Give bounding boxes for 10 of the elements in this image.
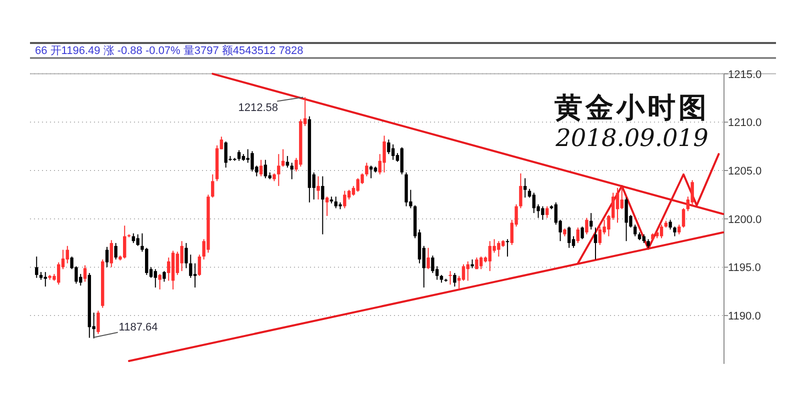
- y-tick-label: 1200.0: [728, 214, 762, 226]
- y-tick-label: 1215.0: [728, 68, 762, 81]
- subtitle: 2018.09.019: [556, 124, 708, 152]
- y-tick-label: 1205.0: [728, 166, 762, 178]
- annotation: 1187.64: [118, 321, 158, 334]
- title: 黄金小时图: [554, 91, 710, 124]
- y-tick-label: 1210.0: [728, 117, 762, 130]
- y-tick-label: 1195.0: [728, 262, 761, 274]
- annotation: 1212.58: [238, 102, 278, 114]
- y-tick-label: 1190.0: [728, 310, 761, 323]
